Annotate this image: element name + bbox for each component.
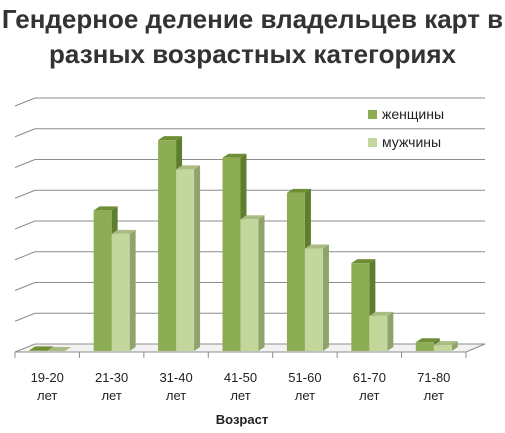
bar (369, 315, 388, 351)
gridline-depth (14, 128, 36, 138)
bar (222, 157, 241, 351)
legend-swatch (368, 110, 377, 119)
gridline-depth (14, 220, 36, 230)
x-tick-label: лет (295, 388, 315, 403)
gridline-depth (14, 159, 36, 168)
gridline-depth (14, 97, 36, 107)
bar (415, 342, 434, 351)
x-axis-title: Возраст (216, 412, 268, 427)
bar-top (29, 346, 54, 351)
chart-title: Гендерное деление владельцев карт в разн… (1, 4, 504, 69)
bar-top (304, 244, 329, 249)
bar (93, 210, 112, 351)
x-tick-label: 51-60 (288, 370, 321, 385)
x-tick-label: лет (424, 388, 444, 403)
bar-side (47, 346, 54, 351)
bar-top (93, 206, 118, 211)
bar-top (369, 311, 394, 316)
bar-side (387, 311, 394, 351)
bar (433, 345, 452, 351)
bar (29, 350, 48, 351)
bar (286, 192, 305, 351)
x-tick-label: 61-70 (353, 370, 386, 385)
bar-top (433, 341, 458, 346)
bar (240, 219, 259, 351)
bar (158, 140, 177, 351)
x-tick-label: 71-80 (417, 370, 450, 385)
bar-top (176, 165, 201, 170)
x-tick-label: лет (359, 388, 379, 403)
bar-side (322, 244, 329, 351)
x-tick-label: лет (101, 388, 121, 403)
bar (176, 169, 195, 351)
gridline-depth (14, 189, 36, 199)
bar (351, 263, 370, 351)
bar-side (194, 165, 201, 351)
bar-top (158, 136, 183, 141)
legend-label: мужчины (382, 134, 441, 150)
bar-top (222, 153, 247, 158)
legend-label: женщины (382, 106, 444, 122)
bar-side (258, 215, 265, 351)
bar-top (111, 229, 136, 234)
bar-side (451, 341, 458, 351)
legend-swatch (368, 138, 377, 147)
x-tick-label: 21-30 (95, 370, 128, 385)
bar-top (240, 215, 265, 220)
bar-top (47, 347, 72, 351)
gridline-depth (14, 312, 36, 322)
bar (111, 233, 130, 351)
bar-top (286, 188, 311, 193)
x-tick-label: 31-40 (159, 370, 192, 385)
x-tick-label: лет (166, 388, 186, 403)
x-tick-label: 19-20 (31, 370, 64, 385)
x-tick-label: лет (230, 388, 250, 403)
bar-side (129, 229, 136, 351)
bar-top (415, 338, 440, 343)
gridline-depth (14, 282, 36, 291)
gridline-depth (14, 251, 36, 261)
bar (304, 248, 323, 351)
bar-top (351, 259, 376, 264)
x-tick-label: 41-50 (224, 370, 257, 385)
x-tick-label: лет (37, 388, 57, 403)
